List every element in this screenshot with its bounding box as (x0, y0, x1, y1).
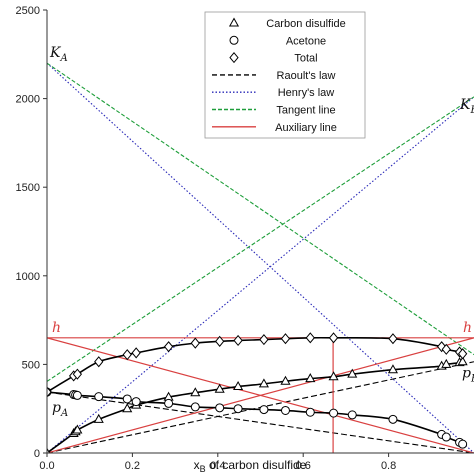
legend-acetone-marker (229, 35, 239, 45)
total-point (305, 332, 315, 344)
acetone-point (441, 432, 451, 442)
acetone-point (122, 394, 132, 404)
carbon-disulfide-point (72, 424, 83, 434)
chart-annotations: KA KB h h pA pB (49, 45, 474, 419)
acetone-point (388, 414, 398, 424)
aux-diagonal-b (47, 337, 474, 453)
total-point (47, 386, 52, 398)
carbon-disulfide-point (305, 373, 316, 383)
acetone-point (233, 404, 243, 414)
carbon-disulfide-point (233, 381, 244, 391)
y-tick-label: 2000 (16, 94, 40, 106)
annotation-pa: pA (52, 400, 68, 419)
total-point (328, 332, 339, 344)
acetone-point (280, 405, 290, 415)
legend-auxiliary-line-label: Auxiliary line (275, 122, 337, 134)
raoult-line-a (47, 391, 474, 453)
carbon-disulfide-point (328, 371, 339, 381)
legend-carbon-disulfide-marker (228, 17, 240, 27)
y-tick-label: 500 (22, 359, 40, 371)
annotation-h-left: h (52, 320, 61, 336)
carbon-disulfide-point (93, 413, 104, 423)
chart-axes: 0 500 1000 1500 2000 2500 0.0 0.2 0.4 0.6 0.8 (16, 5, 474, 472)
legend-raoult-s-law-label: Raoult's law (277, 70, 336, 82)
acetone-point (305, 407, 315, 417)
tangent-line-b (47, 96, 474, 382)
acetone-point (259, 405, 269, 415)
x-tick-label: 0.4 (210, 460, 225, 472)
total-point (94, 356, 104, 368)
annotation-ka: KA (49, 45, 68, 64)
carbon-disulfide-point (457, 356, 468, 366)
carbon-disulfide-point (190, 387, 201, 397)
carbon-disulfide-point (347, 368, 358, 378)
total-point (215, 335, 225, 347)
total-point (441, 343, 451, 355)
total-point (233, 334, 243, 347)
acetone-point (347, 410, 357, 420)
tangent-line-a (47, 62, 474, 356)
acetone-point (164, 398, 174, 408)
carbon-disulfide-point (47, 447, 51, 453)
henry-line-b (47, 96, 474, 453)
total-point (122, 349, 132, 361)
carbon-disulfide-point (214, 383, 225, 393)
annotation-kb: KB (459, 97, 474, 116)
total-point (280, 333, 291, 345)
y-tick-label: 1500 (16, 182, 40, 194)
total-curve (47, 336, 464, 393)
total-point (388, 333, 398, 345)
legend-acetone-label: Acetone (286, 35, 326, 47)
legend-total-marker (229, 52, 239, 64)
legend-carbon-disulfide-label: Carbon disulfide (266, 18, 346, 30)
chart-markers (47, 332, 468, 453)
legend-tangent-line-label: Tangent line (276, 105, 335, 117)
total-point (259, 334, 269, 346)
acetone-point (215, 403, 225, 413)
y-tick-label: 2500 (16, 5, 40, 17)
acetone-point (329, 408, 339, 418)
y-tick-label: 0 (34, 448, 40, 460)
total-point (72, 368, 83, 380)
annotation-h-right: h (463, 320, 472, 336)
carbon-disulfide-point (441, 358, 452, 368)
acetone-point (190, 402, 200, 412)
chart-legend: Carbon disulfide Acetone Total Raoult's law… (204, 11, 366, 139)
carbon-disulfide-point (280, 375, 291, 385)
x-tick-label: 0.8 (381, 460, 396, 472)
acetone-point (72, 390, 82, 400)
carbon-disulfide-point (387, 364, 399, 374)
legend-henry-s-law-label: Henry's law (278, 87, 335, 99)
total-point (163, 341, 174, 353)
legend-total-label: Total (294, 53, 317, 65)
carbon-disulfide-point (122, 403, 133, 413)
x-tick-label: 0.6 (296, 460, 311, 472)
annotation-pb: pB (462, 366, 474, 385)
total-point (190, 337, 200, 349)
x-tick-label: 0.0 (39, 460, 54, 472)
y-tick-label: 1000 (16, 271, 40, 283)
acetone-point (458, 439, 468, 449)
total-point (457, 348, 468, 360)
x-axis-label: xB of carbon disulfide (194, 458, 307, 474)
x-tick-label: 0.2 (125, 460, 140, 472)
acetone-point (94, 392, 104, 402)
carbon-disulfide-point (258, 378, 269, 388)
acetone-point (131, 397, 141, 407)
total-point (131, 347, 141, 359)
